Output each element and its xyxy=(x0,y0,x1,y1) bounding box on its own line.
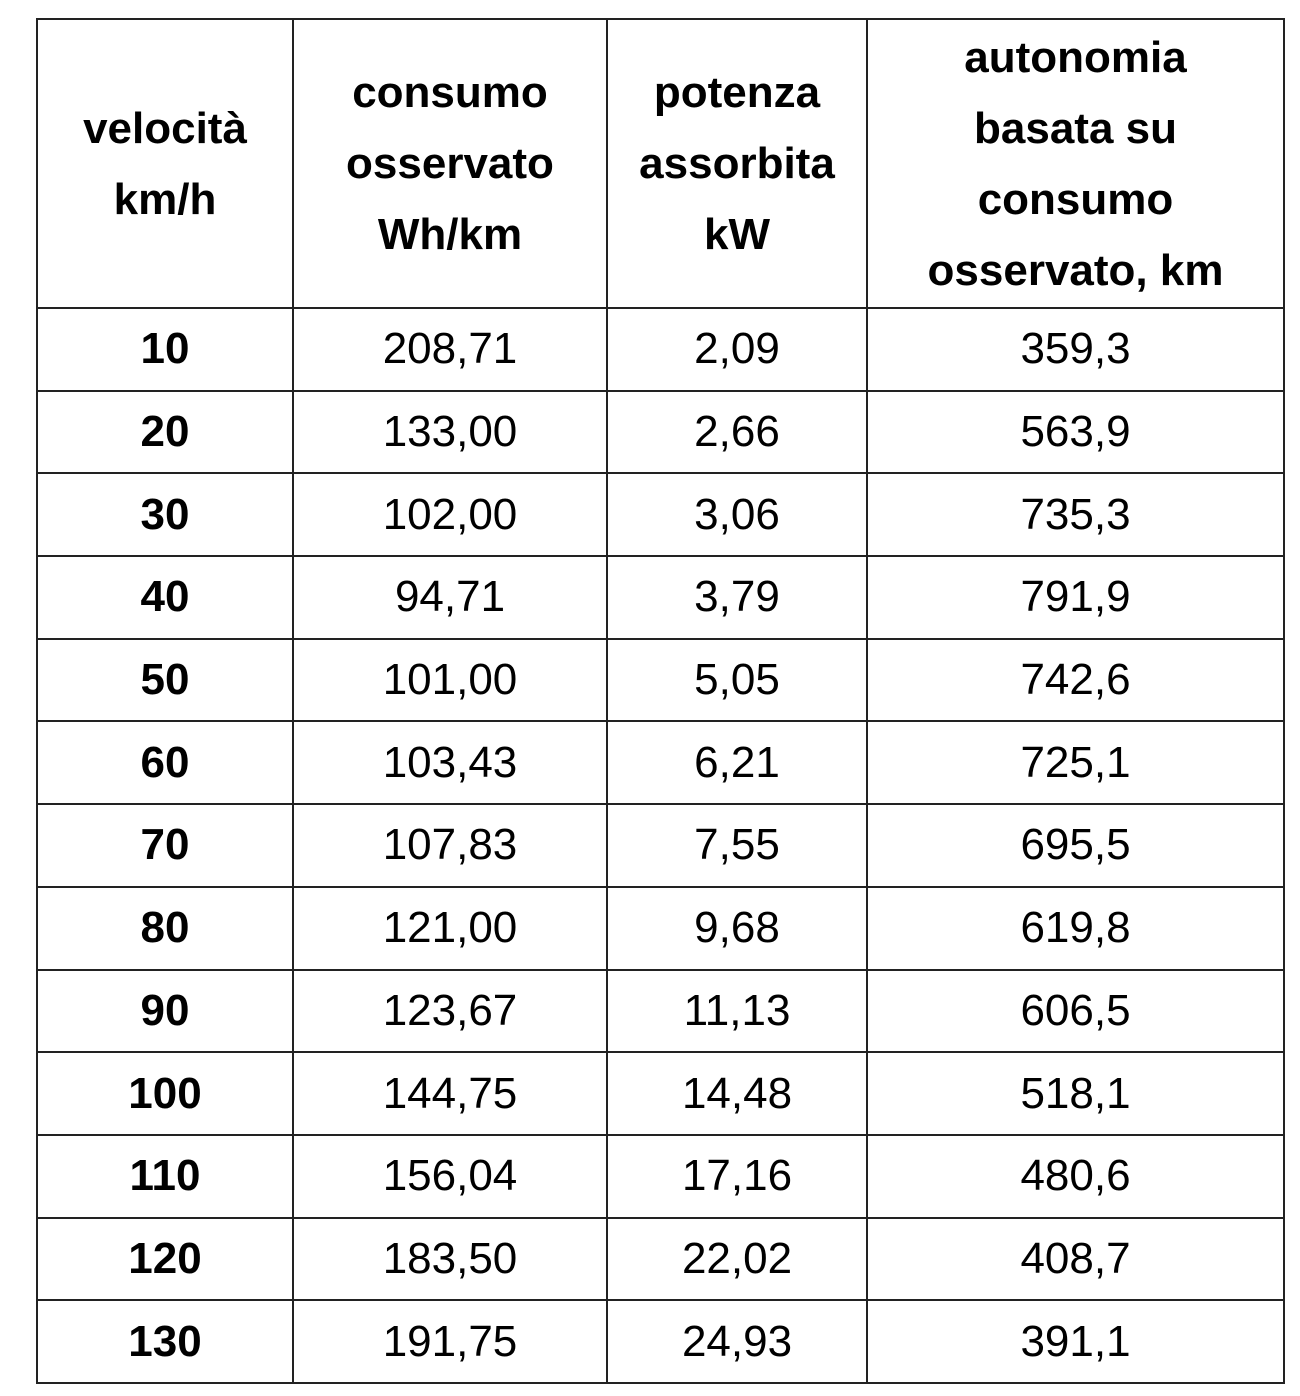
cell-consumption: 156,04 xyxy=(292,1133,608,1219)
header-row: velocità km/h consumo osservato Wh/km potenza… xyxy=(36,18,1285,309)
column-header-speed: velocità km/h xyxy=(36,18,294,309)
header-line: osservato, km xyxy=(927,245,1224,295)
cell-speed: 10 xyxy=(36,307,294,392)
table-row: 40 94,71 3,79 791,9 xyxy=(36,555,1285,640)
cell-consumption: 208,71 xyxy=(292,307,608,392)
cell-power: 5,05 xyxy=(606,637,868,723)
cell-range: 563,9 xyxy=(866,389,1285,475)
cell-power: 6,21 xyxy=(606,720,868,806)
header-line: potenza xyxy=(653,68,821,117)
header-line: consumo xyxy=(352,68,548,117)
cell-consumption: 94,71 xyxy=(292,555,608,640)
cell-speed: 40 xyxy=(36,555,294,640)
table-row: 50 101,00 5,05 742,6 xyxy=(36,637,1285,723)
cell-speed: 70 xyxy=(36,803,294,888)
cell-power: 11,13 xyxy=(606,968,868,1054)
cell-consumption: 144,75 xyxy=(292,1051,608,1136)
header-line: consumo xyxy=(977,174,1174,224)
cell-consumption: 107,83 xyxy=(292,803,608,888)
cell-power: 3,79 xyxy=(606,555,868,640)
cell-range: 606,5 xyxy=(866,968,1285,1054)
header-line: Wh/km xyxy=(377,210,523,259)
cell-range: 391,1 xyxy=(866,1299,1285,1384)
cell-speed: 50 xyxy=(36,637,294,723)
cell-range: 408,7 xyxy=(866,1216,1285,1302)
table-row: 120 183,50 22,02 408,7 xyxy=(36,1216,1285,1302)
cell-speed: 130 xyxy=(36,1299,294,1384)
cell-range: 742,6 xyxy=(866,637,1285,723)
header-line: autonomia xyxy=(964,32,1187,82)
header-line: kW xyxy=(704,210,770,259)
cell-range: 619,8 xyxy=(866,885,1285,971)
cell-range: 480,6 xyxy=(866,1133,1285,1219)
table-row: 80 121,00 9,68 619,8 xyxy=(36,885,1285,971)
cell-consumption: 102,00 xyxy=(292,472,608,558)
cell-power: 2,66 xyxy=(606,389,868,475)
table-row: 30 102,00 3,06 735,3 xyxy=(36,472,1285,558)
header-line: osservato xyxy=(346,139,554,188)
header-line: km/h xyxy=(113,174,217,224)
cell-range: 725,1 xyxy=(866,720,1285,806)
table-body: 10 208,71 2,09 359,3 20 133,00 2,66 563,9 30 102,… xyxy=(36,307,1285,1384)
table-row: 90 123,67 11,13 606,5 xyxy=(36,968,1285,1054)
header-line: velocità xyxy=(83,103,247,153)
cell-range: 791,9 xyxy=(866,555,1285,640)
table-row: 60 103,43 6,21 725,1 xyxy=(36,720,1285,806)
cell-consumption: 123,67 xyxy=(292,968,608,1054)
cell-range: 359,3 xyxy=(866,307,1285,392)
table-row: 130 191,75 24,93 391,1 xyxy=(36,1299,1285,1384)
cell-range: 735,3 xyxy=(866,472,1285,558)
cell-power: 17,16 xyxy=(606,1133,868,1219)
cell-consumption: 121,00 xyxy=(292,885,608,971)
table-row: 100 144,75 14,48 518,1 xyxy=(36,1051,1285,1136)
cell-consumption: 101,00 xyxy=(292,637,608,723)
cell-speed: 30 xyxy=(36,472,294,558)
column-header-range: autonomia basata su consumo osservato, km xyxy=(866,18,1285,309)
consumption-table: velocità km/h consumo osservato Wh/km potenza… xyxy=(36,18,1285,1384)
column-header-power: potenza assorbita kW xyxy=(606,18,868,309)
table-row: 20 133,00 2,66 563,9 xyxy=(36,389,1285,475)
cell-speed: 100 xyxy=(36,1051,294,1136)
header-line: assorbita xyxy=(639,139,835,188)
header-line: basata su xyxy=(974,103,1177,153)
table-row: 110 156,04 17,16 480,6 xyxy=(36,1133,1285,1219)
cell-power: 24,93 xyxy=(606,1299,868,1384)
table-row: 10 208,71 2,09 359,3 xyxy=(36,307,1285,392)
cell-power: 2,09 xyxy=(606,307,868,392)
cell-consumption: 103,43 xyxy=(292,720,608,806)
cell-power: 7,55 xyxy=(606,803,868,888)
cell-consumption: 133,00 xyxy=(292,389,608,475)
cell-power: 9,68 xyxy=(606,885,868,971)
cell-speed: 80 xyxy=(36,885,294,971)
cell-speed: 120 xyxy=(36,1216,294,1302)
table-row: 70 107,83 7,55 695,5 xyxy=(36,803,1285,888)
cell-speed: 110 xyxy=(36,1133,294,1219)
cell-power: 22,02 xyxy=(606,1216,868,1302)
cell-power: 14,48 xyxy=(606,1051,868,1136)
cell-speed: 90 xyxy=(36,968,294,1054)
cell-range: 695,5 xyxy=(866,803,1285,888)
cell-power: 3,06 xyxy=(606,472,868,558)
column-header-consumption: consumo osservato Wh/km xyxy=(292,18,608,309)
cell-consumption: 183,50 xyxy=(292,1216,608,1302)
cell-range: 518,1 xyxy=(866,1051,1285,1136)
cell-speed: 60 xyxy=(36,720,294,806)
cell-speed: 20 xyxy=(36,389,294,475)
cell-consumption: 191,75 xyxy=(292,1299,608,1384)
